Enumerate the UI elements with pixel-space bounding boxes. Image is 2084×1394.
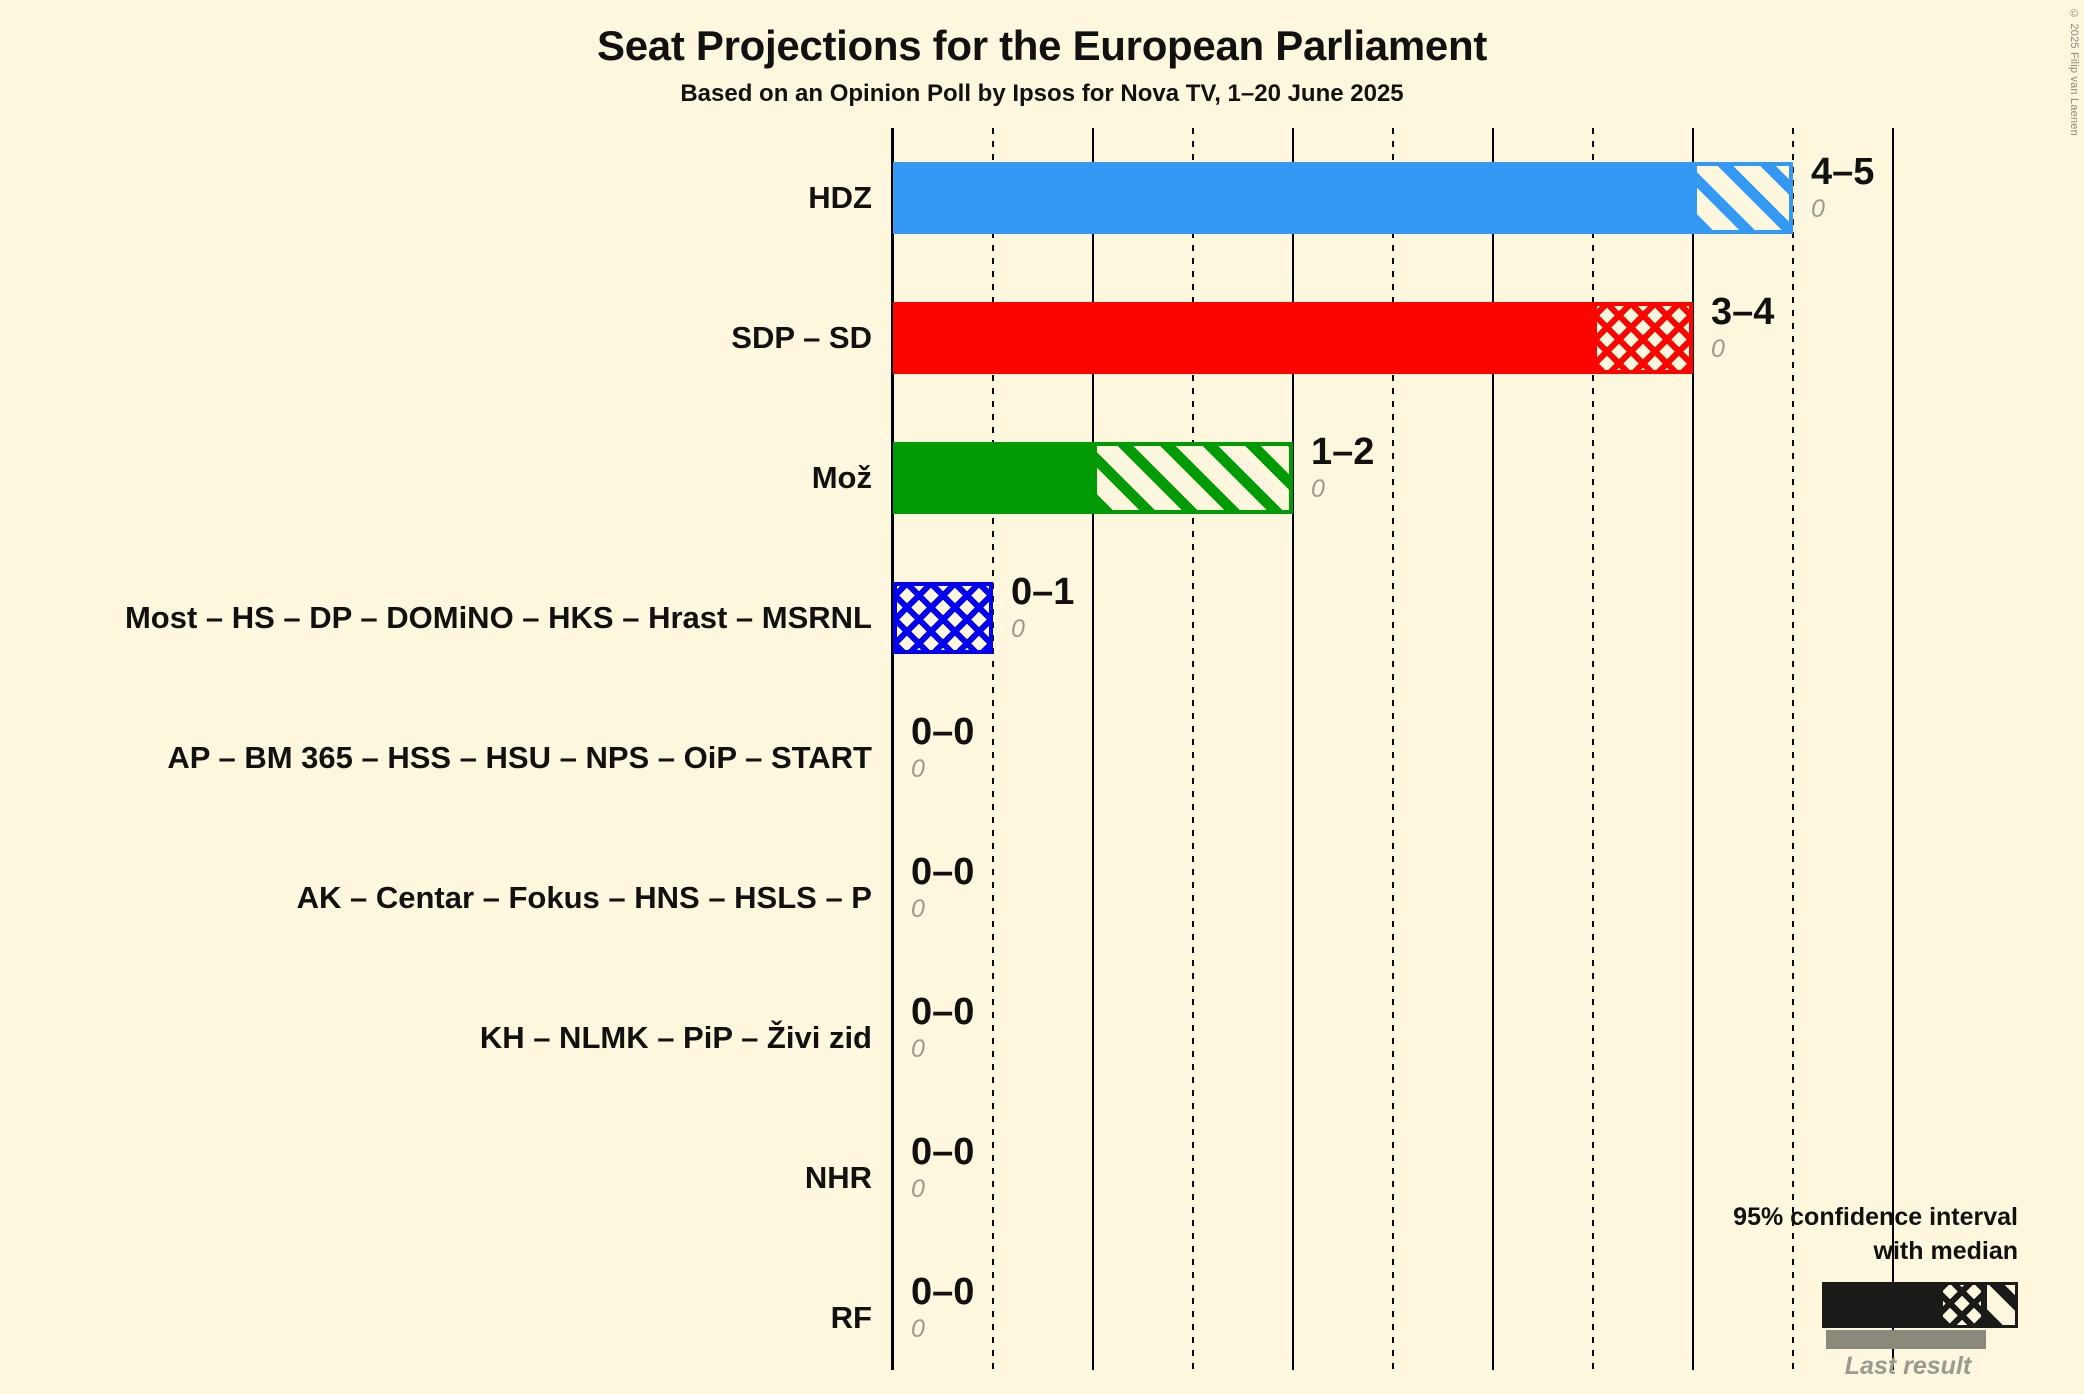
last-result-value: 0 [1011,615,1025,643]
interval-bar [893,162,1793,234]
interval-bar [893,302,1693,374]
interval-bar [893,582,993,654]
value-label-group: 0–0 0 [911,990,974,1064]
seat-range-label: 0–0 [911,991,975,1033]
chart-row: SDP – SD 3–4 0 [0,268,2084,408]
party-label: KH – NLMK – PiP – Živi zid [479,1020,872,1055]
chart-row: AK – Centar – Fokus – HNS – HSLS – P 0–0 0 [0,828,2084,968]
last-result-value: 0 [1811,195,1825,223]
party-label: NHR [804,1160,872,1195]
value-label-group: 0–1 0 [1011,570,1074,644]
bar-diagonal-segment [1093,442,1293,514]
legend-line-2: with median [1873,1237,2018,1265]
legend-median-segment [1822,1282,1940,1328]
last-result-value: 0 [911,1315,925,1343]
bar-median-segment [893,162,1693,234]
bar-diagonal-segment [1693,162,1793,234]
seat-range-label: 3–4 [1711,291,1775,333]
last-result-value: 0 [911,755,925,783]
party-label: AP – BM 365 – HSS – HSU – NPS – OiP – ST… [167,740,872,775]
seat-range-label: 1–2 [1311,431,1375,473]
party-label: Mož [811,460,872,495]
seat-range-label: 0–0 [911,1131,975,1173]
gridline-major [1292,128,1294,1370]
chart-row: HDZ 4–5 0 [0,128,2084,268]
chart-legend: 95% confidence interval with median Last… [1600,1200,2060,1380]
seat-range-label: 0–0 [911,1271,975,1313]
party-label: Most – HS – DP – DOMiNO – HKS – Hrast – … [124,600,872,635]
gridline-minor [1592,128,1594,1370]
last-result-value: 0 [1311,475,1325,503]
party-label: SDP – SD [731,320,872,355]
gridline-minor [1392,128,1394,1370]
bar-crosshatch-segment [1593,302,1693,374]
last-result-value: 0 [911,895,925,923]
gridline-minor [992,128,994,1370]
chart-row: AP – BM 365 – HSS – HSU – NPS – OiP – ST… [0,688,2084,828]
party-label: RF [830,1300,872,1335]
chart-subtitle: Based on an Opinion Poll by Ipsos for No… [680,80,1404,107]
chart-row: Mož 1–2 0 [0,408,2084,548]
bar-median-segment [893,302,1593,374]
chart-row: RF 0–0 0 [0,1248,2084,1388]
gridline-major [1092,128,1094,1370]
last-result-value: 0 [1711,335,1725,363]
copyright-notice: © 2025 Filip van Laenen [2068,8,2080,136]
gridline-minor [1192,128,1194,1370]
legend-diagonal-segment [1984,1282,2018,1328]
gridline-major [1492,128,1494,1370]
value-label-group: 0–0 0 [911,710,974,784]
bar-crosshatch-segment [893,582,993,654]
chart-row: NHR 0–0 0 [0,1108,2084,1248]
seat-range-label: 0–1 [1011,571,1075,613]
interval-bar [893,442,1293,514]
last-result-value: 0 [911,1175,925,1203]
legend-interval-bar [1822,1282,2018,1328]
party-label: HDZ [808,180,872,215]
value-label-group: 3–4 0 [1711,290,1774,364]
value-label-group: 0–0 0 [911,1270,974,1344]
seat-range-label: 4–5 [1811,151,1875,193]
value-label-group: 4–5 0 [1811,150,1874,224]
chart-title: Seat Projections for the European Parlia… [596,22,1488,69]
legend-line-1: 95% confidence interval [1733,1203,2018,1231]
gridline-major [1692,128,1694,1370]
y-axis-line [891,128,894,1370]
last-result-value: 0 [911,1035,925,1063]
seat-range-label: 0–0 [911,851,975,893]
bar-median-segment [893,442,1093,514]
value-label-group: 0–0 0 [911,850,974,924]
chart-row: KH – NLMK – PiP – Živi zid 0–0 0 [0,968,2084,1108]
gridline-minor [1792,128,1794,1370]
value-label-group: 1–2 0 [1311,430,1374,504]
value-label-group: 0–0 0 [911,1130,974,1204]
legend-last-result-label: Last result [1844,1352,1972,1380]
gridline-major [1892,128,1894,1370]
chart-row: Most – HS – DP – DOMiNO – HKS – Hrast – … [0,548,2084,688]
legend-last-result-bar [1826,1330,1986,1349]
legend-crosshatch-segment [1940,1282,1984,1328]
party-label: AK – Centar – Fokus – HNS – HSLS – P [296,880,872,915]
seat-range-label: 0–0 [911,711,975,753]
